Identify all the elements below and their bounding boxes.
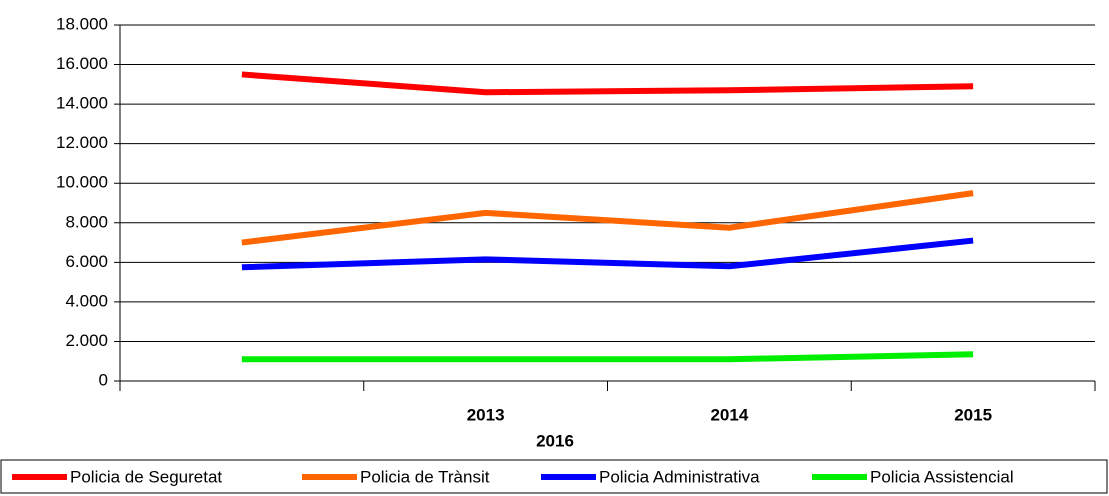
series-line — [241, 71, 974, 96]
y-tick-label: 12.000 — [56, 133, 108, 152]
x-axis-label: 2016 — [536, 431, 574, 450]
y-tick-label: 0 — [99, 370, 108, 389]
legend-label: Policia Assistencial — [870, 467, 1014, 486]
y-tick-label: 6.000 — [65, 252, 108, 271]
y-tick-label: 16.000 — [56, 54, 108, 73]
y-tick-label: 2.000 — [65, 331, 108, 350]
x-tick-label: 2013 — [467, 405, 505, 424]
x-tick-label: 2015 — [954, 405, 992, 424]
legend-box — [0, 459, 1108, 494]
legend-label: Policia de Trànsit — [360, 467, 490, 486]
y-tick-label: 14.000 — [56, 94, 108, 113]
y-tick-label: 10.000 — [56, 173, 108, 192]
series-line — [241, 190, 974, 246]
legend-label: Policia de Seguretat — [70, 467, 222, 486]
legend-label: Policia Administrativa — [599, 467, 760, 486]
y-tick-label: 8.000 — [65, 212, 108, 231]
x-tick-label: 2014 — [710, 405, 748, 424]
y-tick-label: 18.000 — [56, 14, 108, 33]
y-tick-label: 4.000 — [65, 291, 108, 310]
series-line — [241, 351, 974, 363]
series-line — [241, 237, 974, 271]
